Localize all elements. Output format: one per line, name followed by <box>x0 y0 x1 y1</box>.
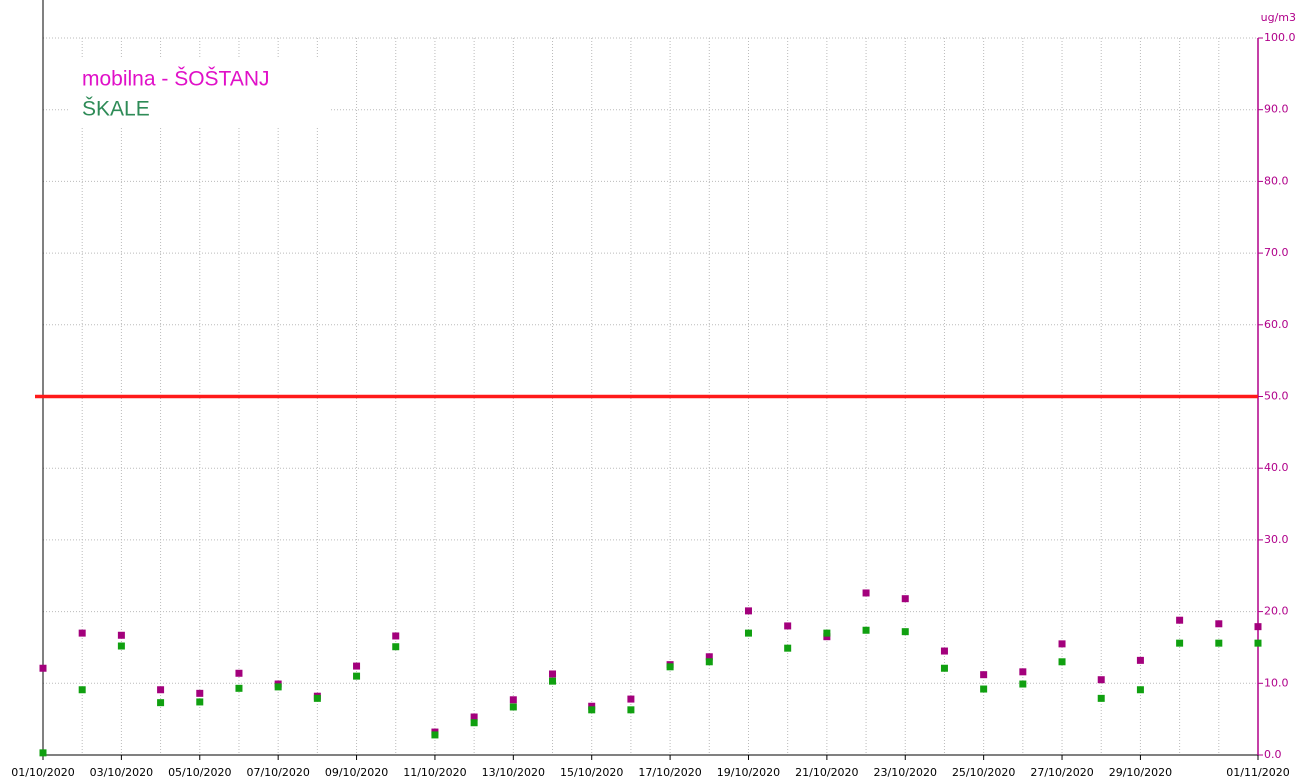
point <box>431 731 439 739</box>
legend-entry: mobilna - ŠOŠTANJ <box>82 68 270 91</box>
x-tick-label: 09/10/2020 <box>325 766 388 779</box>
x-tick-label: 27/10/2020 <box>1030 766 1093 779</box>
x-tick-label: 23/10/2020 <box>874 766 937 779</box>
point <box>509 696 517 704</box>
x-tick-label: 01/11/2020 <box>1226 766 1289 779</box>
point <box>705 658 713 666</box>
y-unit: ug/m3 <box>1261 11 1296 24</box>
x-tick-label: 03/10/2020 <box>90 766 153 779</box>
point <box>627 706 635 714</box>
point <box>39 664 47 672</box>
point <box>1019 668 1027 676</box>
point <box>627 695 635 703</box>
point <box>940 647 948 655</box>
point <box>274 683 282 691</box>
y-tick-label: 80.0 <box>1264 174 1289 187</box>
point <box>823 633 831 641</box>
point <box>744 629 752 637</box>
point <box>1058 640 1066 648</box>
y-tick-label: 10.0 <box>1264 676 1289 689</box>
point <box>784 644 792 652</box>
point <box>157 686 165 694</box>
point <box>509 703 517 711</box>
point <box>588 702 596 710</box>
y-tick-label: 40.0 <box>1264 461 1289 474</box>
point <box>1058 658 1066 666</box>
point <box>980 671 988 679</box>
point <box>117 631 125 639</box>
point <box>392 643 400 651</box>
point <box>549 670 557 678</box>
point <box>1215 620 1223 628</box>
point <box>823 629 831 637</box>
x-tick-label: 29/10/2020 <box>1109 766 1172 779</box>
point <box>1176 639 1184 647</box>
legend-box <box>70 58 330 128</box>
x-tick-label: 05/10/2020 <box>168 766 231 779</box>
point <box>196 689 204 697</box>
point <box>744 607 752 615</box>
point <box>940 664 948 672</box>
point <box>470 713 478 721</box>
point <box>157 699 165 707</box>
point <box>1254 639 1262 647</box>
point <box>1215 639 1223 647</box>
point <box>1019 680 1027 688</box>
point <box>666 663 674 671</box>
point <box>705 653 713 661</box>
x-tick-label: 17/10/2020 <box>638 766 701 779</box>
point <box>78 629 86 637</box>
point <box>588 706 596 714</box>
point <box>1136 686 1144 694</box>
y-tick-label: 50.0 <box>1264 390 1289 403</box>
point <box>470 719 478 727</box>
point <box>549 677 557 685</box>
point <box>1254 623 1262 631</box>
point <box>392 632 400 640</box>
point <box>313 694 321 702</box>
point <box>235 669 243 677</box>
x-tick-label: 15/10/2020 <box>560 766 623 779</box>
y-tick-label: 70.0 <box>1264 246 1289 259</box>
point <box>784 622 792 630</box>
point <box>1097 676 1105 684</box>
y-tick-label: 90.0 <box>1264 103 1289 116</box>
x-tick-label: 13/10/2020 <box>482 766 545 779</box>
y-tick-label: 60.0 <box>1264 318 1289 331</box>
x-tick-label: 19/10/2020 <box>717 766 780 779</box>
x-tick-label: 07/10/2020 <box>246 766 309 779</box>
x-tick-label: 01/10/2020 <box>11 766 74 779</box>
point <box>235 684 243 692</box>
point <box>1097 694 1105 702</box>
point <box>862 589 870 597</box>
point <box>901 595 909 603</box>
point <box>1136 656 1144 664</box>
point <box>862 626 870 634</box>
legend-entry: ŠKALE <box>82 98 150 121</box>
point <box>980 685 988 693</box>
point <box>39 749 47 757</box>
point <box>78 686 86 694</box>
x-tick-label: 21/10/2020 <box>795 766 858 779</box>
point <box>1176 616 1184 624</box>
point <box>901 628 909 636</box>
y-tick-label: 20.0 <box>1264 605 1289 618</box>
point <box>117 642 125 650</box>
point <box>353 662 361 670</box>
x-tick-label: 11/10/2020 <box>403 766 466 779</box>
point <box>196 698 204 706</box>
y-tick-label: 0.0 <box>1264 748 1282 761</box>
y-tick-label: 30.0 <box>1264 533 1289 546</box>
y-tick-label: 100.0 <box>1264 31 1296 44</box>
point <box>353 672 361 680</box>
x-tick-label: 25/10/2020 <box>952 766 1015 779</box>
